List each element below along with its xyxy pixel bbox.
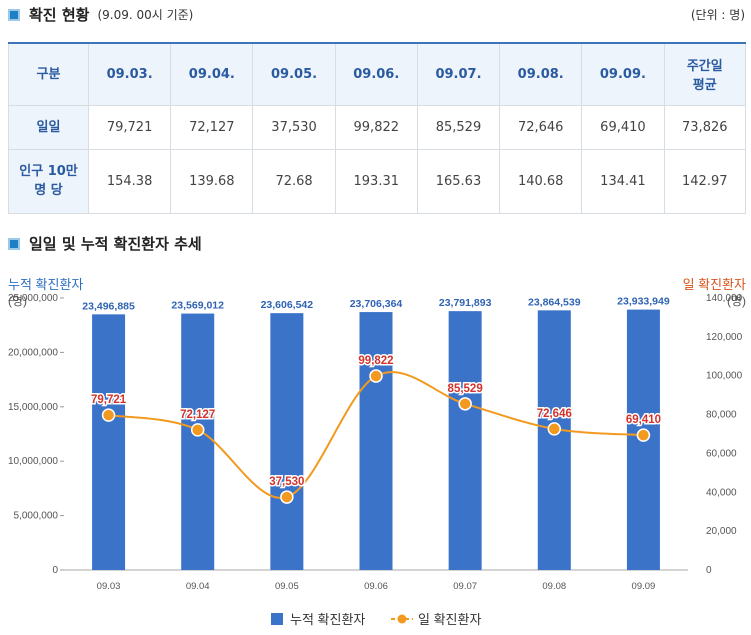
line-data-label: 37,530 [269, 476, 304, 488]
right-axis-tick-label: 20,000 [706, 526, 737, 537]
status-subtitle: (9.09. 00시 기준) [97, 8, 194, 22]
bar-cumulative [181, 313, 215, 570]
left-axis-unit: (명) [8, 294, 27, 308]
line-point-daily [190, 423, 205, 437]
table-cell: 85,529 [416, 104, 501, 150]
line-data-label: 72,646 [537, 408, 572, 420]
table-cell: 142.97 [663, 148, 747, 215]
x-tick-label: 09.09 [632, 581, 656, 592]
table-header-cell: 09.09. [581, 42, 665, 106]
table-cell: 79,721 [87, 104, 172, 150]
table-cell: 139.68 [170, 148, 254, 215]
bar-cumulative [448, 311, 482, 570]
table-header-cell: 구분 [8, 42, 89, 106]
status-title: 확진 현황 [29, 6, 90, 24]
legend-line-marker [397, 614, 407, 624]
bar-data-label: 23,791,893 [439, 297, 492, 309]
x-tick-label: 09.08 [542, 581, 566, 592]
table-header-cell: 09.08. [499, 42, 583, 106]
table-cell: 165.63 [416, 148, 501, 215]
bar-cumulative [270, 313, 304, 570]
line-point-daily [458, 397, 472, 411]
trend-chart: 누적 확진환자 (명) 일 확진환자 (명) 0 5,000,000 10,000,000 1… [8, 277, 746, 627]
bar-data-label: 23,706,364 [350, 298, 403, 310]
x-tick-label: 09.03 [97, 581, 121, 592]
left-axis-title: 누적 확진환자 [8, 277, 83, 292]
table-row-daily: 일일 79,721 72,127 37,530 99,822 85,529 72,646 69… [8, 104, 747, 150]
legend-bar-label: 누적 확진환자 [290, 612, 365, 627]
table-cell: 73,826 [663, 104, 747, 150]
left-axis-tick-label: 5,000,000 [14, 511, 59, 522]
right-axis-tick-label: 40,000 [706, 487, 737, 498]
section-square-icon [8, 8, 20, 21]
left-axis-tick-label: 25,000,000 [8, 293, 58, 304]
bar-cumulative [92, 314, 126, 570]
table-cell: 72,646 [499, 104, 583, 150]
row-label-daily: 일일 [8, 104, 89, 150]
unit-label: (단위 : 명) [690, 8, 745, 22]
right-axis-unit: (명) [727, 294, 746, 308]
left-axis-tick-label: 15,000,000 [8, 402, 58, 413]
status-table: 구분 09.03. 09.04. 09.05. 09.06. 09.07. 09.08. 09… [8, 42, 747, 215]
table-header-cell: 09.03. [87, 42, 172, 106]
left-axis-tick-label: 20,000,000 [8, 347, 58, 358]
table-header-cell: 주간일 평균 [663, 42, 747, 106]
status-section-header: 확진 현황 (9.09. 00시 기준) [8, 4, 193, 25]
line-data-label: 69,410 [626, 414, 661, 426]
bar-cumulative [359, 312, 393, 570]
table-header-cell: 09.06. [334, 42, 418, 106]
line-data-label: 72,127 [180, 409, 215, 421]
x-tick-label: 09.04 [186, 581, 210, 592]
right-axis-tick-label: 100,000 [706, 371, 743, 382]
right-axis-title: 일 확진환자 [683, 277, 746, 292]
bar-data-label: 23,569,012 [171, 300, 224, 312]
bar-data-label: 23,496,885 [82, 300, 135, 312]
table-cell: 37,530 [252, 104, 336, 150]
bar-data-label: 23,606,542 [261, 299, 314, 311]
line-data-label: 99,822 [358, 355, 393, 367]
table-cell: 193.31 [334, 148, 418, 215]
trend-section-header: 일일 및 누적 확진환자 추세 [8, 233, 202, 254]
line-data-label: 79,721 [91, 394, 127, 406]
bar-data-label: 23,933,949 [617, 296, 670, 308]
line-point-daily [636, 428, 651, 442]
table-row-per100k: 인구 10만 명 당 154.38 139.68 72.68 193.31 165.63 14… [8, 148, 747, 215]
bar-cumulative [537, 310, 571, 570]
right-axis-tick-label: 120,000 [706, 332, 743, 343]
right-axis-tick-label: 140,000 [706, 293, 743, 304]
legend-bar-swatch [271, 613, 283, 625]
table-header-row: 구분 09.03. 09.04. 09.05. 09.06. 09.07. 09.08. 09… [8, 42, 747, 106]
legend-line-label: 일 확진환자 [418, 612, 481, 627]
table-cell: 72.68 [252, 148, 336, 215]
line-point-daily [101, 408, 116, 422]
left-axis-tick-label: 10,000,000 [8, 456, 58, 467]
right-axis-tick-label: 0 [706, 565, 712, 576]
section-square-icon [8, 237, 20, 250]
line-point-daily [547, 422, 562, 436]
row-label-per100k: 인구 10만 명 당 [8, 148, 89, 215]
table-cell: 134.41 [581, 148, 665, 215]
line-data-label: 85,529 [448, 383, 483, 395]
line-point-daily [369, 369, 383, 383]
right-axis-tick-label: 80,000 [706, 410, 737, 421]
trend-title: 일일 및 누적 확진환자 추세 [29, 235, 202, 253]
table-header-cell: 09.05. [252, 42, 336, 106]
table-cell: 99,822 [334, 104, 418, 150]
x-tick-label: 09.06 [364, 581, 388, 592]
table-header-cell: 09.07. [416, 42, 501, 106]
line-point-daily [280, 490, 294, 504]
table-cell: 154.38 [87, 148, 172, 215]
left-axis-tick-label: 0 [52, 565, 58, 576]
bar-data-label: 23,864,539 [528, 296, 581, 308]
x-tick-label: 09.05 [275, 581, 299, 592]
x-tick-label: 09.07 [453, 581, 477, 592]
table-header-cell: 09.04. [170, 42, 254, 106]
right-axis-tick-label: 60,000 [706, 448, 737, 459]
table-cell: 140.68 [499, 148, 583, 215]
table-cell: 72,127 [170, 104, 254, 150]
table-cell: 69,410 [581, 104, 665, 150]
